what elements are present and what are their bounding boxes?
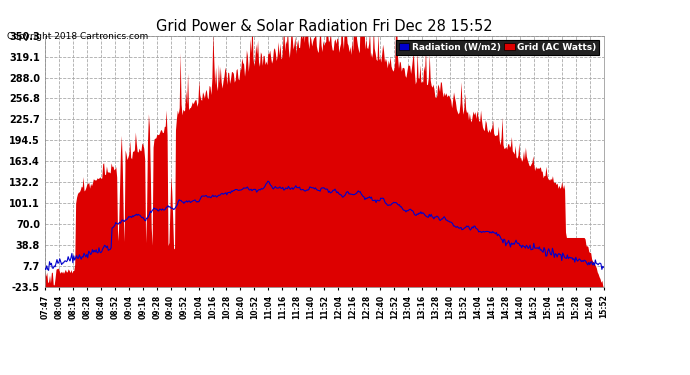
Title: Grid Power & Solar Radiation Fri Dec 28 15:52: Grid Power & Solar Radiation Fri Dec 28 … [156,20,493,34]
Text: Copyright 2018 Cartronics.com: Copyright 2018 Cartronics.com [7,32,148,41]
Legend: Radiation (W/m2), Grid (AC Watts): Radiation (W/m2), Grid (AC Watts) [396,40,599,54]
